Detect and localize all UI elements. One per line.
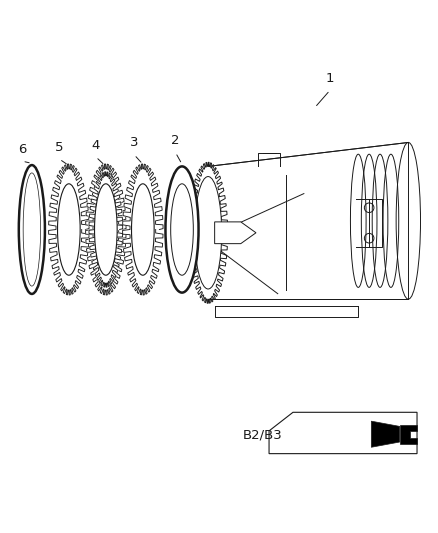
Ellipse shape — [396, 142, 420, 299]
Text: 2: 2 — [171, 134, 180, 147]
Text: 5: 5 — [55, 141, 64, 154]
Ellipse shape — [95, 184, 117, 275]
Ellipse shape — [23, 173, 41, 286]
Polygon shape — [208, 142, 408, 299]
Text: 4: 4 — [92, 139, 100, 151]
Polygon shape — [188, 162, 228, 303]
Text: B2/B3: B2/B3 — [243, 429, 283, 441]
Polygon shape — [85, 164, 126, 295]
Polygon shape — [399, 425, 417, 444]
Ellipse shape — [194, 176, 222, 289]
Polygon shape — [215, 222, 256, 244]
Polygon shape — [49, 164, 89, 295]
Ellipse shape — [57, 184, 80, 275]
Polygon shape — [89, 172, 123, 287]
Ellipse shape — [131, 184, 154, 275]
Ellipse shape — [166, 166, 198, 293]
Ellipse shape — [19, 165, 45, 294]
Text: 1: 1 — [326, 72, 334, 85]
Text: 3: 3 — [130, 136, 138, 149]
Ellipse shape — [171, 184, 193, 275]
Polygon shape — [371, 421, 399, 447]
Polygon shape — [123, 164, 163, 295]
Text: 6: 6 — [18, 143, 26, 156]
